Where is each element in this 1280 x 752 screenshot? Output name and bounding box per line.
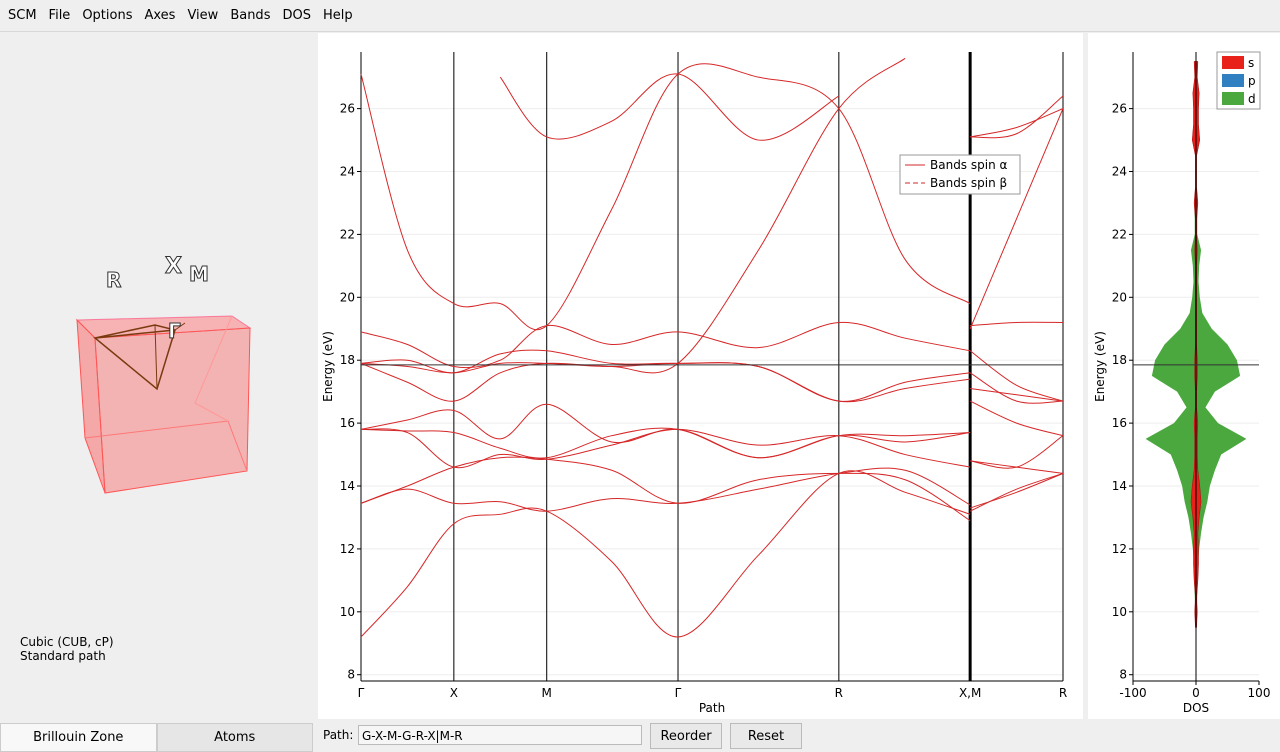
y-tick-label: 8 [347, 668, 355, 682]
x-tick-label: Γ [675, 686, 682, 700]
reorder-button[interactable]: Reorder [650, 723, 722, 749]
x-tick-label: M [542, 686, 552, 700]
y-tick-label: 18 [1112, 353, 1127, 367]
reset-button[interactable]: Reset [730, 723, 802, 749]
band-panel [318, 33, 1083, 719]
k-label: M [189, 262, 209, 286]
y-tick-label: 10 [1112, 605, 1127, 619]
x-tick-label: Γ [358, 686, 365, 700]
menu-item[interactable]: Options [82, 8, 133, 23]
y-tick-label: 10 [340, 605, 355, 619]
legend-swatch [1222, 74, 1244, 87]
tab[interactable]: Atoms [156, 723, 313, 752]
legend-label: s [1248, 56, 1254, 70]
y-tick-label: 20 [1112, 290, 1127, 304]
legend-label: p [1248, 74, 1256, 88]
x-tick-label: -100 [1119, 686, 1146, 700]
x-axis-label: Path [699, 701, 725, 715]
legend [899, 154, 1021, 195]
plots: 8 10 12 14 16 18 20 22 24 26 Energy (eV) Path Γ X M Γ R X… [318, 33, 1280, 719]
y-tick-label: 20 [340, 290, 355, 304]
menu-item[interactable]: View [187, 8, 219, 23]
path-input[interactable]: G-X-M-G-R-X|M-R [358, 725, 642, 745]
band [360, 467, 1063, 512]
band [360, 428, 1063, 469]
tabs: Brillouin Zone Atoms [0, 723, 313, 752]
menu-bar: SCM File Options Axes View Bands DOS Help [0, 0, 1280, 32]
x-axis-label: DOS [1183, 701, 1209, 715]
k-label: Γ [168, 319, 181, 343]
legend-label: Bands spin β [930, 176, 1007, 190]
y-tick-label: 14 [340, 479, 355, 493]
path-bar: Path: G-X-M-G-R-X|M-R Reorder Reset [316, 719, 1280, 752]
band [499, 73, 1063, 141]
y-tick-label: 26 [1112, 102, 1127, 116]
menu-item[interactable]: File [48, 8, 71, 23]
brillouin-zone: R X M Γ [75, 254, 252, 494]
legend-label: Bands spin α [930, 158, 1007, 172]
path-line [154, 324, 158, 390]
legend-swatch [1222, 92, 1244, 105]
k-label: R [106, 268, 121, 292]
y-axis-label: Energy (eV) [321, 331, 335, 402]
y-tick-label: 22 [340, 227, 355, 241]
menu-item[interactable]: Bands [230, 8, 271, 23]
x-tick-label: 100 [1248, 686, 1271, 700]
y-tick-label: 24 [340, 165, 355, 179]
band [360, 57, 1063, 374]
y-tick-label: 26 [340, 102, 355, 116]
y-tick-label: 22 [1112, 227, 1127, 241]
x-tick-label: 0 [1192, 686, 1200, 700]
legend-label: d [1248, 92, 1256, 106]
path-line [174, 322, 186, 331]
x-tick-label: R [835, 686, 843, 700]
band [360, 388, 1063, 459]
y-tick-label: 18 [340, 353, 355, 367]
lattice-label: Cubic (CUB, cP) [20, 635, 114, 649]
y-axis-label: Energy (eV) [1093, 331, 1107, 402]
band [360, 470, 1063, 638]
band [360, 362, 1063, 404]
y-tick-label: 24 [1112, 165, 1127, 179]
menu-item[interactable]: Help [322, 8, 353, 23]
menu-item[interactable]: SCM [8, 8, 37, 23]
band [360, 63, 1063, 331]
y-tick-label: 12 [1112, 542, 1127, 556]
band [360, 400, 1063, 459]
x-tick-label: X,M [959, 686, 981, 700]
x-tick-label: R [1059, 686, 1067, 700]
menu-item[interactable]: DOS [282, 8, 311, 23]
band-clip [360, 57, 1063, 638]
y-tick-label: 14 [1112, 479, 1127, 493]
tab[interactable]: Brillouin Zone [0, 723, 157, 752]
y-tick-label: 16 [1112, 416, 1127, 430]
cube-edge [194, 315, 233, 422]
menu-item[interactable]: Axes [144, 8, 176, 23]
path-label: Path: [323, 728, 354, 742]
legend-swatch [1222, 56, 1244, 69]
k-label: X [165, 254, 182, 279]
path-lines [93, 324, 176, 391]
path-kind: Standard path [20, 649, 106, 663]
x-tick-label: X [450, 686, 458, 700]
y-tick-label: 12 [340, 542, 355, 556]
brillouin-panel: R X M Γ Cubic (CUB, cP) Standard path [0, 33, 313, 723]
y-tick-label: 16 [340, 416, 355, 430]
y-tick-label: 8 [1119, 668, 1127, 682]
